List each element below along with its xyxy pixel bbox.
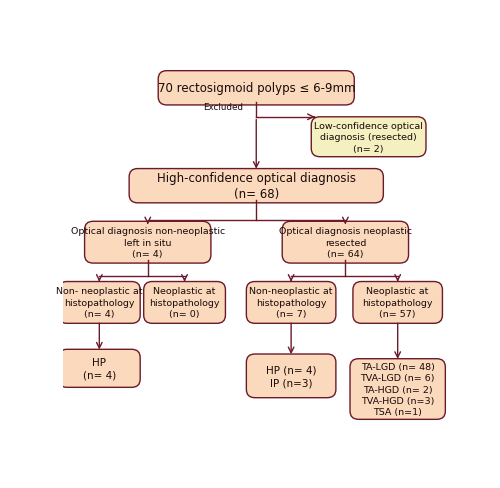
FancyBboxPatch shape bbox=[353, 282, 442, 324]
Text: Neoplastic at
histopathology
(n= 57): Neoplastic at histopathology (n= 57) bbox=[362, 287, 433, 319]
Text: HP (n= 4)
IP (n=3): HP (n= 4) IP (n=3) bbox=[266, 365, 316, 387]
Text: Non-neoplastic at
histopathology
(n= 7): Non-neoplastic at histopathology (n= 7) bbox=[250, 287, 333, 319]
FancyBboxPatch shape bbox=[312, 118, 426, 158]
FancyBboxPatch shape bbox=[350, 359, 446, 420]
FancyBboxPatch shape bbox=[246, 354, 336, 398]
Text: Neoplastic at
histopathology
(n= 0): Neoplastic at histopathology (n= 0) bbox=[150, 287, 220, 319]
Text: Excluded: Excluded bbox=[204, 103, 244, 112]
FancyBboxPatch shape bbox=[282, 222, 408, 264]
FancyBboxPatch shape bbox=[58, 282, 140, 324]
Text: 70 rectosigmoid polyps ≤ 6-9mm: 70 rectosigmoid polyps ≤ 6-9mm bbox=[158, 82, 355, 95]
FancyBboxPatch shape bbox=[84, 222, 211, 264]
FancyBboxPatch shape bbox=[144, 282, 226, 324]
FancyBboxPatch shape bbox=[246, 282, 336, 324]
Text: High-confidence optical diagnosis
(n= 68): High-confidence optical diagnosis (n= 68… bbox=[157, 172, 356, 201]
FancyBboxPatch shape bbox=[58, 349, 140, 387]
Text: Non- neoplastic at
histopathology
(n= 4): Non- neoplastic at histopathology (n= 4) bbox=[56, 287, 142, 319]
Text: Low-confidence optical
diagnosis (resected)
(n= 2): Low-confidence optical diagnosis (resect… bbox=[314, 122, 423, 153]
FancyBboxPatch shape bbox=[129, 169, 384, 203]
Text: Optical diagnosis non-neoplastic
left in situ
(n= 4): Optical diagnosis non-neoplastic left in… bbox=[70, 227, 225, 259]
Text: Optical diagnosis neoplastic
resected
(n= 64): Optical diagnosis neoplastic resected (n… bbox=[279, 227, 412, 259]
Text: HP
(n= 4): HP (n= 4) bbox=[82, 357, 116, 380]
FancyBboxPatch shape bbox=[158, 72, 354, 106]
Text: TA-LGD (n= 48)
TVA-LGD (n= 6)
TA-HGD (n= 2)
TVA-HGD (n=3)
TSA (n=1): TA-LGD (n= 48) TVA-LGD (n= 6) TA-HGD (n=… bbox=[360, 362, 435, 417]
